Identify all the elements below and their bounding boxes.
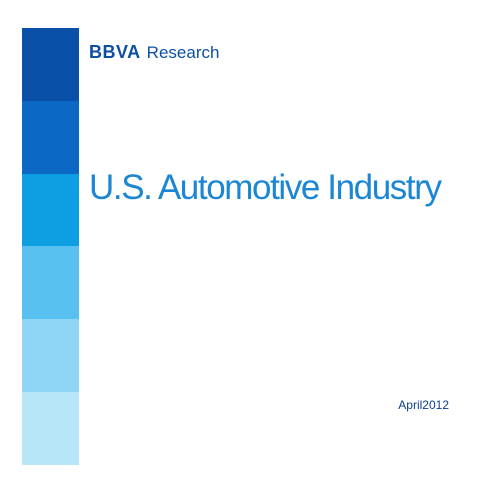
color-block-2: [22, 100, 79, 174]
color-bar: [22, 28, 79, 465]
document-date: April2012: [398, 398, 449, 412]
color-block-3: [22, 173, 79, 247]
color-block-4: [22, 246, 79, 320]
document-title: U.S. Automotive Industry: [89, 168, 442, 207]
bbva-research-logo: BBVA Research: [89, 42, 219, 63]
logo-unit: Research: [146, 43, 220, 62]
color-block-6: [22, 392, 79, 465]
logo-brand: BBVA: [89, 42, 141, 62]
color-block-5: [22, 319, 79, 393]
color-block-1: [22, 28, 79, 101]
